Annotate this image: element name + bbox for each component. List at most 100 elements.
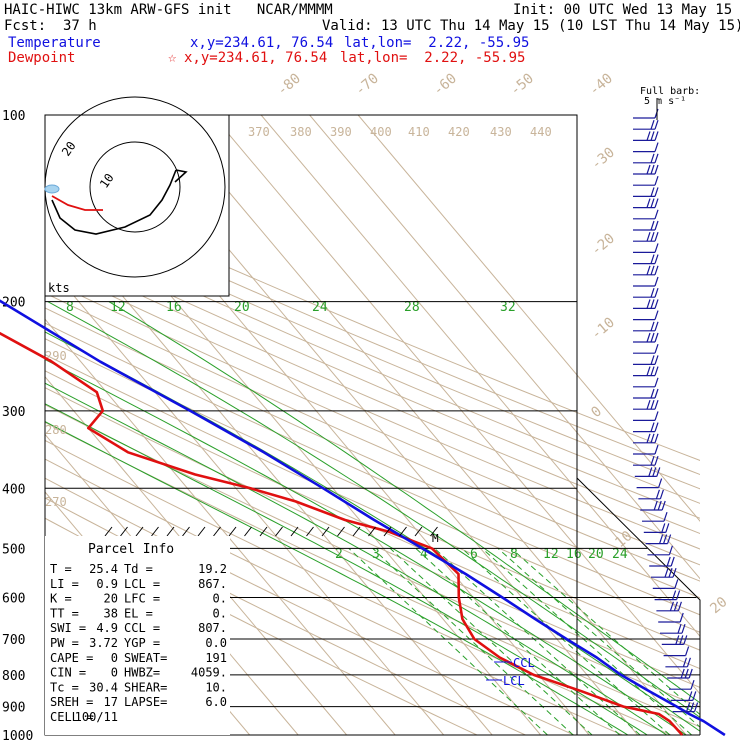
theta-label: 410 xyxy=(408,125,430,139)
parcel-info-cell: 0. xyxy=(213,592,227,606)
wind-barb-flag xyxy=(654,176,659,186)
wind-barb-flag xyxy=(668,568,673,578)
parcel-info-cell: 38 xyxy=(104,606,118,620)
hatch-mark xyxy=(244,526,252,537)
dry-adiabat-line xyxy=(45,222,700,504)
parcel-info-cell: 4059. xyxy=(191,666,227,680)
parcel-info-cell: CAPE = xyxy=(50,651,93,665)
wind-barb-flag xyxy=(684,668,689,679)
wind-barb-flag xyxy=(654,220,659,231)
hodograph-ring-20 xyxy=(44,96,226,278)
wind-barb-flag xyxy=(654,232,659,242)
forecast-hour: 37 h xyxy=(63,18,97,34)
wind-barb-flag xyxy=(646,366,651,376)
parcel-info-cell: CCL = xyxy=(124,621,160,635)
wind-barb-flag xyxy=(650,254,655,264)
wind-barb-flag xyxy=(650,131,655,141)
wind-barb-flag xyxy=(677,624,682,634)
wind-barb-flag xyxy=(650,153,655,163)
wind-barb-flag xyxy=(654,400,659,410)
wind-barb-flag xyxy=(650,265,655,275)
wind-barb-flag xyxy=(667,534,672,544)
wind-barb-flag xyxy=(654,265,659,275)
parcel-info-cell: CIN = xyxy=(50,666,86,680)
hatch-mark xyxy=(213,526,221,537)
parcel-info-cell: 10. xyxy=(205,680,227,694)
legend-dewpoint-star-icon: ☆ xyxy=(168,50,177,66)
wind-barb-flag xyxy=(656,467,661,477)
dry-adiabat-line xyxy=(45,338,700,633)
hatch-mark xyxy=(321,526,330,537)
parcel-info-cell: 3.72 xyxy=(89,636,118,650)
wind-barb-flag xyxy=(664,568,669,578)
legend-dewpoint-xy: x,y=234.61, 76.54 xyxy=(184,50,328,66)
wind-barb-flag xyxy=(668,545,673,555)
wind-barb-flag xyxy=(661,523,666,533)
isotherm-label: -80 xyxy=(274,71,304,100)
ccl-label: CCL xyxy=(513,656,535,670)
parcel-info-cell: Td = xyxy=(124,562,153,576)
wind-barb-flag xyxy=(661,500,666,511)
hatch-mark xyxy=(259,526,268,537)
pressure-tick-label: 1000 xyxy=(2,729,33,740)
pressure-tick-label: 800 xyxy=(2,669,25,684)
valid-time: Valid: 13 UTC Thu 14 May 15 (10 LST Thu … xyxy=(322,18,740,34)
wind-barb-flag xyxy=(679,635,684,645)
theta-label: 420 xyxy=(448,125,470,139)
moist-adiabat-label: 28 xyxy=(404,300,420,315)
wind-barb-flag xyxy=(654,276,659,287)
hatch-mark xyxy=(182,526,190,537)
wind-barb-flag xyxy=(650,187,655,197)
hodograph-frame xyxy=(44,114,230,297)
dry-adiabat-line xyxy=(45,307,700,599)
wind-barb-flag xyxy=(686,702,691,712)
parcel-info-cell: HWBZ= xyxy=(124,666,160,680)
legend-dewpoint-name: Dewpoint xyxy=(8,50,76,66)
mixing-ratio-label: 4 xyxy=(420,547,428,562)
wind-barb-flag xyxy=(654,411,659,421)
wind-barb-flag xyxy=(650,366,655,376)
wind-barb-flag xyxy=(663,534,668,544)
parcel-info-cell: CELL = xyxy=(50,710,93,724)
wind-barb-flag xyxy=(650,321,655,331)
wind-barb-flag xyxy=(674,579,679,589)
hatch-mark xyxy=(352,526,361,537)
wind-barb-flag xyxy=(659,489,664,499)
barb-key-line2: 5 m s⁻¹ xyxy=(644,96,686,107)
wind-barb-flag xyxy=(654,366,659,376)
wind-barb-flag xyxy=(682,657,687,667)
init-time: Init: 00 UTC Wed 13 May 15 xyxy=(513,2,733,18)
theta-label: 400 xyxy=(370,125,392,139)
wind-barb-flag xyxy=(650,120,655,130)
parcel-info-cell: 0 xyxy=(111,666,118,680)
hatch-mark xyxy=(104,526,113,537)
hatch-mark xyxy=(197,526,206,537)
parcel-info-cell: 20 xyxy=(104,592,118,606)
dry-adiabat-line xyxy=(45,421,700,728)
wind-barb-flag xyxy=(654,164,659,175)
parcel-info-cell: 6.0 xyxy=(205,695,227,709)
wind-barb-flag xyxy=(654,153,659,163)
mixing-ratio-line xyxy=(389,548,593,735)
moist-adiabat-label: 20 xyxy=(234,300,250,315)
mixing-ratio-label: 3 xyxy=(372,547,380,562)
hatch-mark xyxy=(166,526,175,537)
wind-barb-flag xyxy=(650,288,655,298)
parcel-info-cell: EL = xyxy=(124,606,153,620)
parcel-info-cell: 25.4 xyxy=(89,562,118,576)
theta-label: 370 xyxy=(248,125,270,139)
dewpoint-profile xyxy=(0,331,684,736)
hodograph: 10 20 kts xyxy=(44,96,230,297)
hodograph-tail xyxy=(174,169,188,183)
wind-barb-flag xyxy=(681,624,686,634)
wind-barb-flag xyxy=(692,691,697,701)
isotherm-label: -10 xyxy=(588,315,618,344)
parcel-info-title: Parcel Info xyxy=(88,542,174,557)
theta-label: 270 xyxy=(45,495,67,509)
hatch-mark xyxy=(151,526,159,537)
wind-barb-flag xyxy=(654,444,659,455)
wind-barb-flag xyxy=(654,187,659,197)
dry-adiabat-line xyxy=(45,477,576,735)
parcel-info-cell: SWI = xyxy=(50,621,86,635)
